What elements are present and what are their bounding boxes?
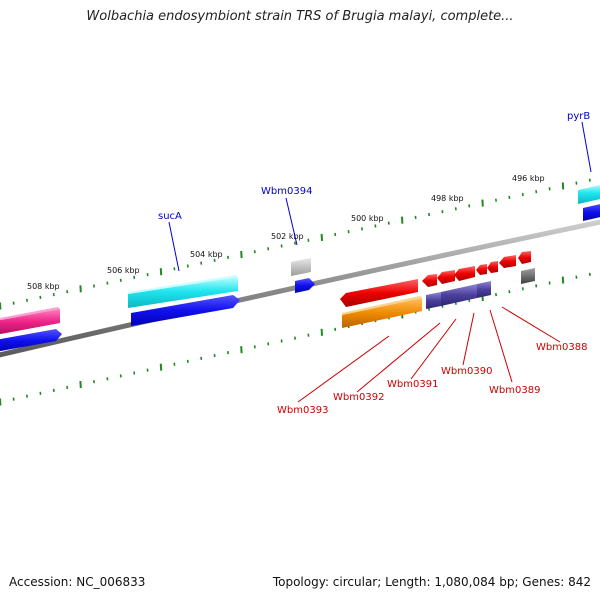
genome-title: Wolbachia endosymbiont strain TRS of Bru… xyxy=(86,9,514,24)
gene-feature-sucA[interactable] xyxy=(128,275,238,308)
gene-feature-Wbm0390[interactable] xyxy=(437,270,455,284)
gene-feature-red-small-3[interactable] xyxy=(499,255,516,268)
forward-tick-row xyxy=(0,178,591,310)
scale-label-508: 508 kbp xyxy=(27,282,60,291)
accession-text: Accession: NC_006833 xyxy=(9,575,146,589)
scale-label-504: 504 kbp xyxy=(190,250,223,259)
scale-label-496: 496 kbp xyxy=(512,174,545,183)
gene-feature-red-small-4[interactable] xyxy=(518,251,531,264)
gene-feature-Wbm0392[interactable] xyxy=(342,296,422,328)
gene-label-sucA[interactable]: sucA xyxy=(158,211,182,222)
gene-feature-red-small-2[interactable] xyxy=(487,261,498,273)
gene-feature-Wbm0391[interactable] xyxy=(422,274,437,287)
gene-feature-pink[interactable] xyxy=(0,307,60,335)
gene-feature-Wbm0394-cds[interactable] xyxy=(295,278,315,293)
topology-summary-text: Topology: circular; Length: 1,080,084 bp… xyxy=(272,575,591,589)
gene-label-pyrB[interactable]: pyrB xyxy=(567,111,590,122)
gene-feature-pyrB[interactable] xyxy=(578,184,600,204)
scale-label-500: 500 kbp xyxy=(351,214,384,223)
gene-label-Wbm0393[interactable]: Wbm0393 xyxy=(277,405,328,416)
reverse-label-leaders xyxy=(297,306,561,403)
scale-label-502: 502 kbp xyxy=(271,232,304,241)
gene-feature-Wbm0389[interactable] xyxy=(454,266,475,281)
gene-feature-Wbm0394[interactable] xyxy=(291,258,311,276)
gene-label-Wbm0388[interactable]: Wbm0388 xyxy=(536,342,587,353)
gene-feature-red-small-1[interactable] xyxy=(476,264,487,275)
gene-label-Wbm0391[interactable]: Wbm0391 xyxy=(387,379,438,390)
scale-label-506: 506 kbp xyxy=(107,266,140,275)
forward-label-leaders xyxy=(168,121,592,272)
gene-label-Wbm0390[interactable]: Wbm0390 xyxy=(441,366,492,377)
gene-label-Wbm0394[interactable]: Wbm0394 xyxy=(261,186,312,197)
gene-feature-purple-cds[interactable] xyxy=(426,281,491,309)
gene-feature-pyrB-cds[interactable] xyxy=(583,203,600,221)
scale-label-498: 498 kbp xyxy=(431,194,464,203)
gene-label-Wbm0392[interactable]: Wbm0392 xyxy=(333,392,384,403)
gene-label-Wbm0389[interactable]: Wbm0389 xyxy=(489,385,540,396)
gene-feature-sucA-cds[interactable] xyxy=(131,295,240,326)
gene-feature-Wbm0388[interactable] xyxy=(521,268,535,284)
gene-feature-Wbm0393[interactable] xyxy=(340,279,418,307)
gene-feature-blue-left[interactable] xyxy=(0,329,62,352)
